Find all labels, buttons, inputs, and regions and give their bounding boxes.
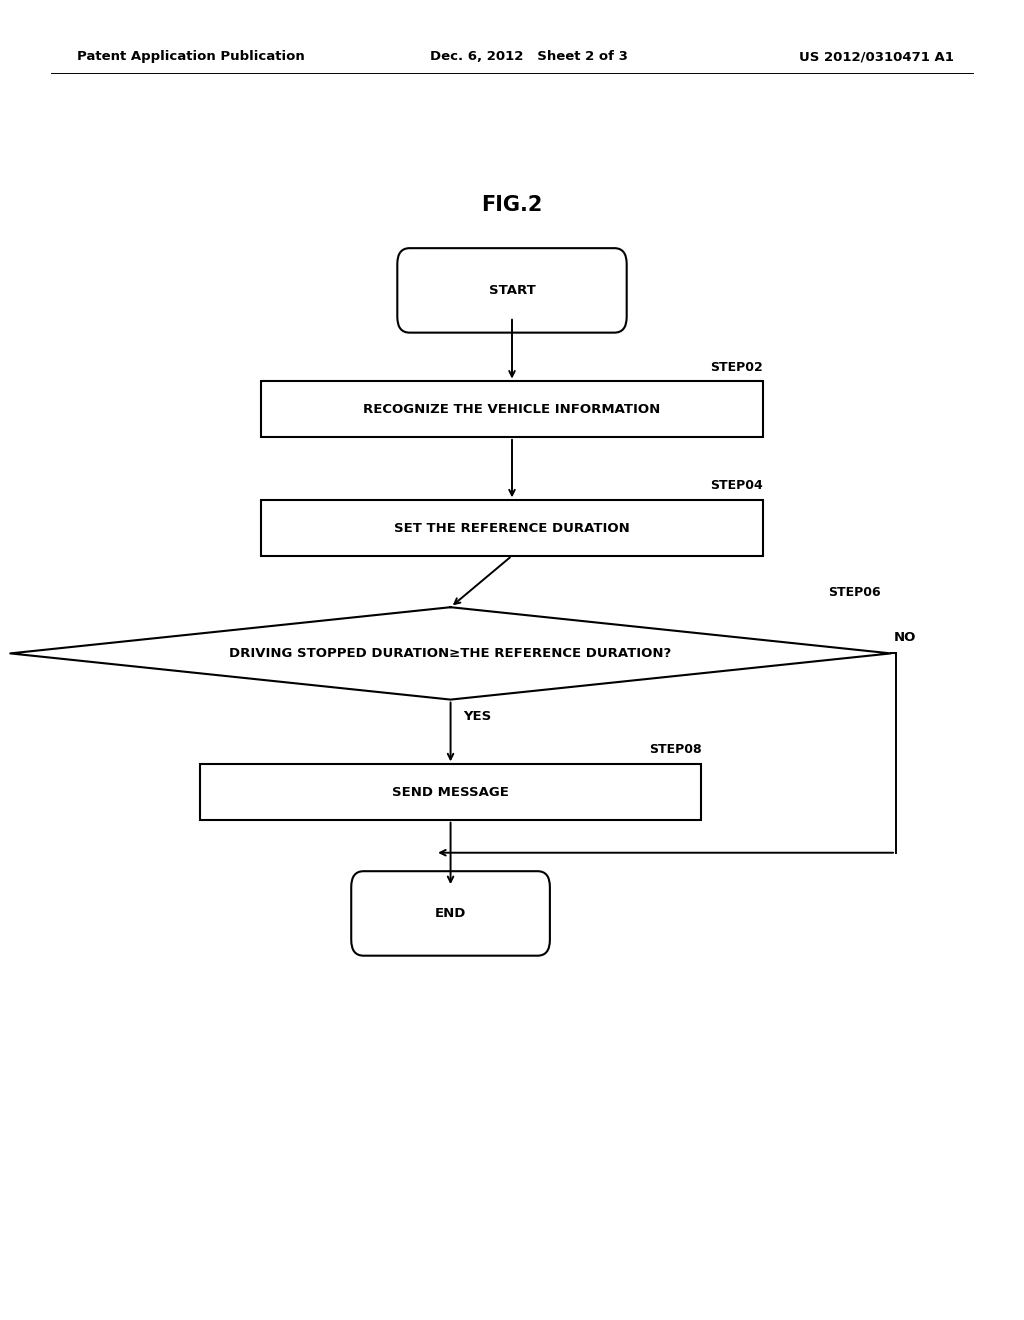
Text: SET THE REFERENCE DURATION: SET THE REFERENCE DURATION: [394, 521, 630, 535]
Text: US 2012/0310471 A1: US 2012/0310471 A1: [799, 50, 953, 63]
Text: YES: YES: [463, 710, 492, 723]
Bar: [261, 381, 763, 437]
FancyBboxPatch shape: [351, 871, 550, 956]
Text: STEP06: STEP06: [828, 586, 881, 599]
Text: FIG.2: FIG.2: [481, 194, 543, 215]
FancyBboxPatch shape: [397, 248, 627, 333]
Text: STEP04: STEP04: [710, 479, 763, 492]
Text: SEND MESSAGE: SEND MESSAGE: [392, 785, 509, 799]
Text: Patent Application Publication: Patent Application Publication: [77, 50, 304, 63]
Polygon shape: [10, 607, 891, 700]
Text: RECOGNIZE THE VEHICLE INFORMATION: RECOGNIZE THE VEHICLE INFORMATION: [364, 403, 660, 416]
Text: NO: NO: [894, 631, 916, 644]
Bar: [261, 500, 763, 556]
Text: STEP02: STEP02: [710, 360, 763, 374]
Text: START: START: [488, 284, 536, 297]
Text: Dec. 6, 2012   Sheet 2 of 3: Dec. 6, 2012 Sheet 2 of 3: [430, 50, 628, 63]
Text: END: END: [435, 907, 466, 920]
Text: DRIVING STOPPED DURATION≥THE REFERENCE DURATION?: DRIVING STOPPED DURATION≥THE REFERENCE D…: [229, 647, 672, 660]
Bar: [200, 764, 701, 820]
Text: STEP08: STEP08: [649, 743, 701, 756]
